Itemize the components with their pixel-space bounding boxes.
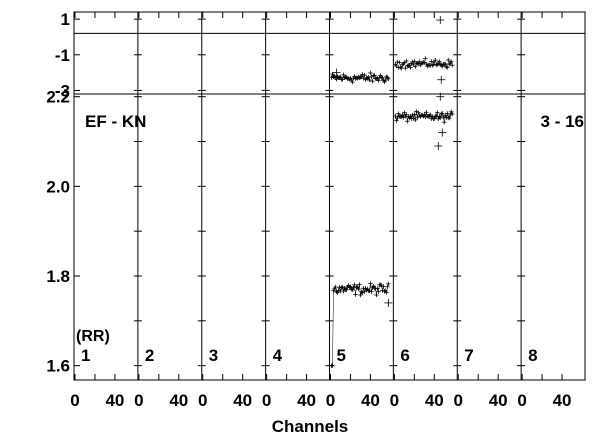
amplitude-tick-label: 1.6 [46,357,70,376]
x-tick-label: 0 [134,391,143,410]
tick-marks [74,12,563,380]
x-tick-label: 0 [198,391,207,410]
subband-label: 1 [81,346,90,365]
x-tick-label: 40 [169,391,188,410]
scan-label: 3 - 16 [541,112,584,131]
subband-label: 7 [464,346,473,365]
amplitude-tick-label: 2.2 [46,88,70,107]
baseline-label: EF - KN [85,112,146,131]
x-tick-label: 40 [489,391,508,410]
amplitude-tick-label: 2.0 [46,177,70,196]
amplitude-trace [332,290,334,366]
subband-label: 5 [337,346,346,365]
phase-tick-label: -3 [55,81,70,100]
panel-separators [74,12,585,380]
x-tick-label: 40 [425,391,444,410]
x-tick-label: 0 [454,391,463,410]
x-tick-label: 0 [390,391,399,410]
x-tick-label: 40 [553,391,572,410]
x-tick-label: 0 [326,391,335,410]
phase-tick-label: -1 [55,46,70,65]
x-tick-label: 40 [233,391,252,410]
subband-label: 2 [145,346,154,365]
x-tick-label: 40 [361,391,380,410]
subband-label: 8 [528,346,537,365]
data-points [329,16,455,368]
phase-tick-label: 1 [61,10,70,29]
subband-label: 6 [400,346,409,365]
subband-label: 4 [273,346,283,365]
x-tick-label: 40 [105,391,124,410]
x-tick-label: 40 [297,391,316,410]
subband-label: 3 [209,346,218,365]
x-tick-label: 0 [262,391,271,410]
x-tick-label: 0 [70,391,79,410]
x-axis-label: Channels [272,417,349,435]
amplitude-tick-label: 1.8 [46,267,70,286]
x-tick-label: 0 [517,391,526,410]
polarization-label: (RR) [76,328,110,345]
